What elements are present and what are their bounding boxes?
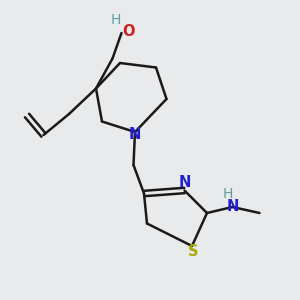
Text: H: H	[223, 187, 233, 200]
Text: N: N	[178, 175, 191, 190]
Text: N: N	[129, 127, 141, 142]
Text: H: H	[111, 13, 121, 26]
Text: N: N	[227, 199, 239, 214]
Text: O: O	[122, 24, 134, 39]
Text: S: S	[188, 244, 199, 259]
